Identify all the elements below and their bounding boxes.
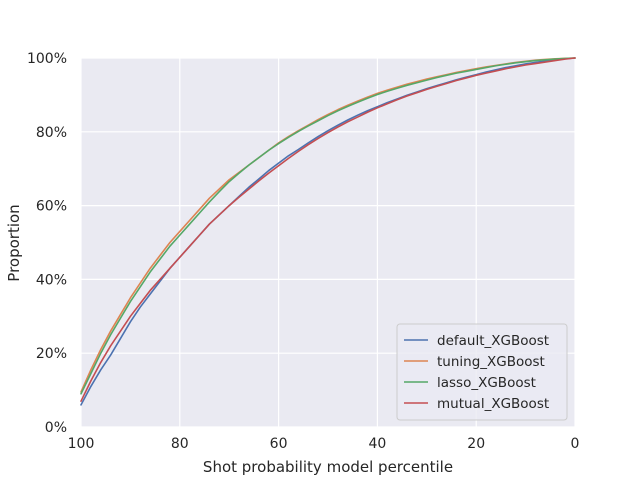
y-tick-label: 80% [36,125,67,141]
y-tick-label: 100% [27,51,67,67]
y-axis-ticks: 0% 20% 40% 60% 80% 100% [27,51,67,436]
x-tick-label: 80 [171,436,189,452]
legend: default_XGBoost tuning_XGBoost lasso_XGBoo… [396,323,568,421]
legend-box [396,323,568,421]
x-axis-ticks: 100 80 60 40 20 0 [68,436,580,452]
y-tick-label: 60% [36,199,67,215]
x-tick-label: 60 [270,436,288,452]
series-line-default_XGBoost [80,57,576,406]
y-tick-label: 0% [45,420,67,436]
legend-label: tuning_XGBoost [437,354,545,370]
y-axis-label: Proportion [5,204,23,281]
legend-label: default_XGBoost [437,333,549,349]
x-tick-label: 40 [368,436,386,452]
y-tick-label: 40% [36,272,67,288]
series-line-lasso_XGBoost [80,57,576,395]
x-tick-label: 20 [467,436,485,452]
x-tick-label: 0 [571,436,580,452]
y-tick-label: 20% [36,346,67,362]
legend-label: mutual_XGBoost [437,396,549,412]
x-axis-label: Shot probability model percentile [203,458,453,476]
legend-label: lasso_XGBoost [437,375,536,391]
x-tick-label: 100 [68,436,95,452]
series-line-mutual_XGBoost [80,57,576,402]
series-lines [80,57,576,406]
